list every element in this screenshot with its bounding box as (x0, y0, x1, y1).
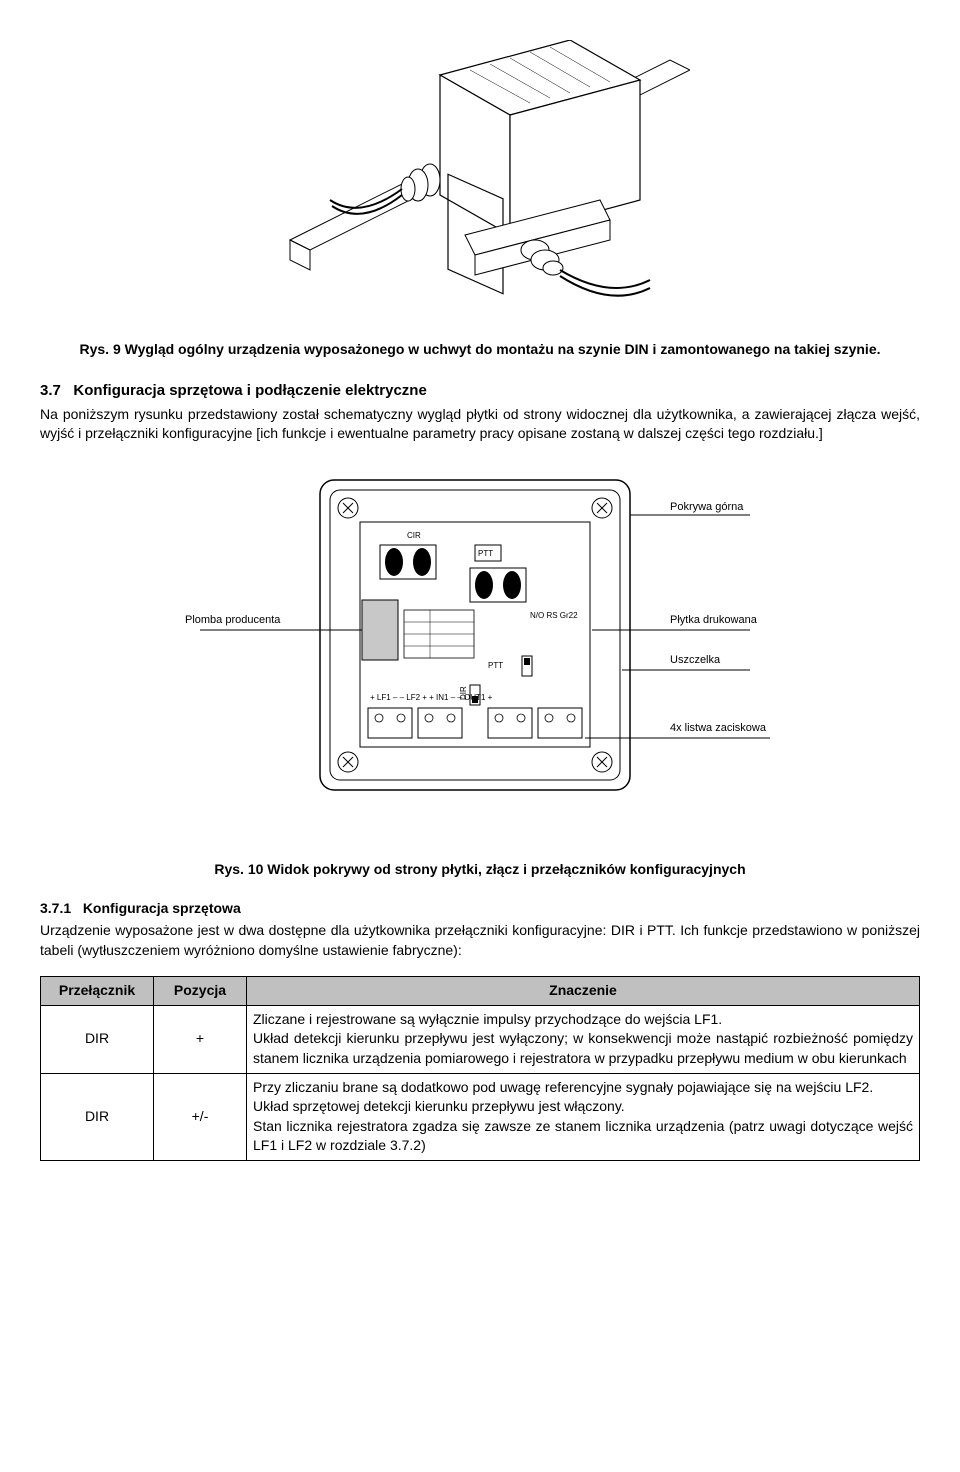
sec371-num: 3.7.1 (40, 900, 71, 916)
cell-switch-0: DIR (41, 1005, 154, 1073)
sec371-title: Konfiguracja sprzętowa (83, 900, 241, 916)
section-3-7-heading: 3.7 Konfiguracja sprzętowa i podłączenie… (40, 380, 920, 401)
cell-meaning-0: Zliczane i rejestrowane są wyłącznie imp… (247, 1005, 920, 1073)
figure-10: CIR PTT N/O RS Gr22 PTT DIR + LF1 – – LF… (40, 460, 920, 840)
cell-meaning-1: Przy zliczaniu brane są dodatkowo pod uw… (247, 1073, 920, 1160)
fig10-prefix: Rys. 10 (214, 861, 267, 877)
section-3-7-body: Na poniższym rysunku przedstawiony zosta… (40, 405, 920, 444)
figure-10-caption: Rys. 10 Widok pokrywy od strony płytki, … (40, 860, 920, 880)
fig9-caption-text: Wygląd ogólny urządzenia wyposażonego w … (125, 341, 881, 357)
table-header-row: Przełącznik Pozycja Znaczenie (41, 977, 920, 1006)
pcb-drawing-fig10: CIR PTT N/O RS Gr22 PTT DIR + LF1 – – LF… (130, 460, 830, 840)
pcb-right-row: N/O RS Gr22 (530, 611, 578, 620)
fig9-prefix: Rys. 9 (80, 341, 125, 357)
label-top-cover: Pokrywa górna (670, 501, 744, 513)
label-pcb: Płytka drukowana (670, 614, 758, 626)
th-meaning: Znaczenie (247, 977, 920, 1006)
pcb-cir-label: CIR (407, 531, 421, 540)
cell-switch-1: DIR (41, 1073, 154, 1160)
section-3-7-1-body: Urządzenie wyposażone jest w dwa dostępn… (40, 921, 920, 960)
cell-pos-0: + (154, 1005, 247, 1073)
fig10-caption-text: Widok pokrywy od strony płytki, złącz i … (267, 861, 745, 877)
pcb-ptt-top: PTT (478, 549, 493, 558)
label-seal: Plomba producenta (185, 614, 281, 626)
section-3-7-1-heading: 3.7.1 Konfiguracja sprzętowa (40, 899, 920, 919)
pcb-terminals: + LF1 – – LF2 + + IN1 – – OUT1 + (370, 693, 493, 702)
label-gasket: Uszczelka (670, 654, 721, 666)
th-position: Pozycja (154, 977, 247, 1006)
table-row: DIR +/- Przy zliczaniu brane są dodatkow… (41, 1073, 920, 1160)
figure-9 (40, 40, 920, 320)
th-switch: Przełącznik (41, 977, 154, 1006)
sec37-title: Konfiguracja sprzętowa i podłączenie ele… (73, 382, 426, 399)
label-terminals: 4x listwa zaciskowa (670, 722, 767, 734)
device-drawing-fig9 (270, 40, 690, 320)
config-table: Przełącznik Pozycja Znaczenie DIR + Zlic… (40, 976, 920, 1161)
figure-9-caption: Rys. 9 Wygląd ogólny urządzenia wyposażo… (40, 340, 920, 360)
cell-pos-1: +/- (154, 1073, 247, 1160)
table-row: DIR + Zliczane i rejestrowane są wyłączn… (41, 1005, 920, 1073)
pcb-ptt: PTT (488, 661, 503, 670)
sec37-num: 3.7 (40, 382, 61, 399)
